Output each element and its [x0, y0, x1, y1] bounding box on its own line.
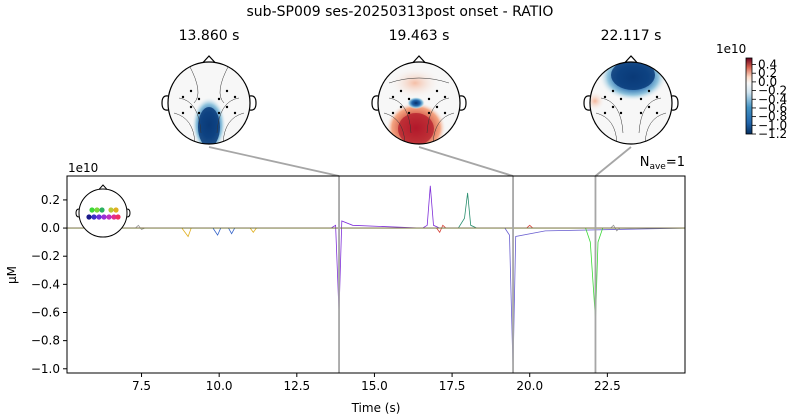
colorbar-tick-label-5: −0.4 — [758, 92, 787, 106]
y-tick-label-7: −1.0 — [31, 362, 60, 376]
series-line-5 — [67, 227, 685, 238]
sensor-dot-11 — [108, 207, 114, 213]
nave-value: =1 — [666, 155, 685, 170]
x-tick-label-1: 7.5 — [132, 379, 151, 393]
series-line-2 — [67, 227, 685, 369]
nave-label: Nave=1 — [640, 155, 685, 172]
x-axis-label: Time (s) — [351, 401, 401, 415]
topomap-row: 13.860 s 19.463 s — [161, 28, 679, 145]
y-tick-label-2: 0.0 — [41, 221, 60, 235]
sensor-inset — [75, 184, 131, 238]
x-tick-label-6: 20.0 — [516, 379, 543, 393]
axes-frame — [66, 175, 686, 374]
sensor-dot-6 — [111, 214, 117, 220]
series-line-3 — [67, 192, 685, 229]
x-tick-label-5: 17.5 — [439, 379, 466, 393]
sensor-dot-8 — [89, 207, 95, 213]
x-tick-label-3: 12.5 — [283, 379, 310, 393]
x-tick-label-7: 22.5 — [594, 379, 621, 393]
sensor-dot-10 — [99, 207, 105, 213]
series-line-1 — [67, 185, 685, 313]
y-tick-label-1: 0.2 — [41, 193, 60, 207]
sensor-dot-3 — [96, 214, 102, 220]
y-tick-label-6: −0.8 — [31, 334, 60, 348]
topomap-connectors — [208, 146, 632, 177]
colorbar-tick-label-9: −1.2 — [758, 127, 787, 141]
series-line-4 — [67, 227, 685, 320]
y-axis-label: µM — [5, 266, 19, 284]
x-tick-label-4: 15.0 — [361, 379, 388, 393]
sensor-dot-9 — [94, 207, 100, 213]
topomap-title-2: 19.463 s — [389, 28, 450, 44]
sensor-dot-1 — [86, 214, 92, 220]
y-tick-label-5: −0.6 — [31, 305, 60, 319]
sensor-dot-5 — [106, 214, 112, 220]
colorbar-scale-label: 1e10 — [716, 42, 746, 56]
colorbar: 1e10 0.40.20.0−0.2−0.4−0.6−0.8−1.0−1.2 — [716, 42, 787, 141]
connector-line-2 — [418, 146, 514, 177]
sensor-dot-2 — [91, 214, 97, 220]
colorbar-gradient — [745, 57, 753, 135]
y-tick-label-4: −0.4 — [31, 277, 60, 291]
series-line-6 — [67, 227, 685, 236]
topomap-3: 22.117 s — [583, 28, 679, 145]
colorbar-tick-label-8: −1.0 — [758, 118, 787, 132]
y-tick-label-3: −0.2 — [31, 249, 60, 263]
butterfly-plot: 1e10 Nave=1 7.5 10.0 12.5 15.0 17.5 20.0 22.5 … — [5, 155, 686, 415]
topomap-title-3: 22.117 s — [601, 28, 662, 44]
connector-line-1 — [208, 146, 340, 177]
colorbar-tick-label-4: −0.2 — [758, 84, 787, 98]
colorbar-tick-label-1: 0.4 — [758, 58, 777, 72]
topomap-title-1: 13.860 s — [179, 28, 240, 44]
x-tick-label-2: 10.0 — [206, 379, 233, 393]
topomap-2: 19.463 s — [371, 28, 467, 145]
figure-title: sub-SP009 ses-20250313post onset - RATIO — [247, 4, 554, 20]
topomap-1: 13.860 s — [161, 28, 257, 145]
colorbar-tick-label-2: 0.2 — [758, 66, 777, 80]
colorbar-tick-label-3: 0.0 — [758, 75, 777, 89]
nave-n: N — [640, 155, 650, 170]
sensor-dot-4 — [101, 214, 107, 220]
sensor-dot-7 — [115, 214, 121, 220]
nave-sub: ave — [649, 162, 666, 172]
sensor-dot-12 — [113, 207, 119, 213]
colorbar-tick-label-7: −0.8 — [758, 110, 787, 124]
y-scale-label: 1e10 — [68, 161, 98, 175]
connector-line-3 — [594, 146, 632, 177]
colorbar-tick-label-6: −0.6 — [758, 101, 787, 115]
